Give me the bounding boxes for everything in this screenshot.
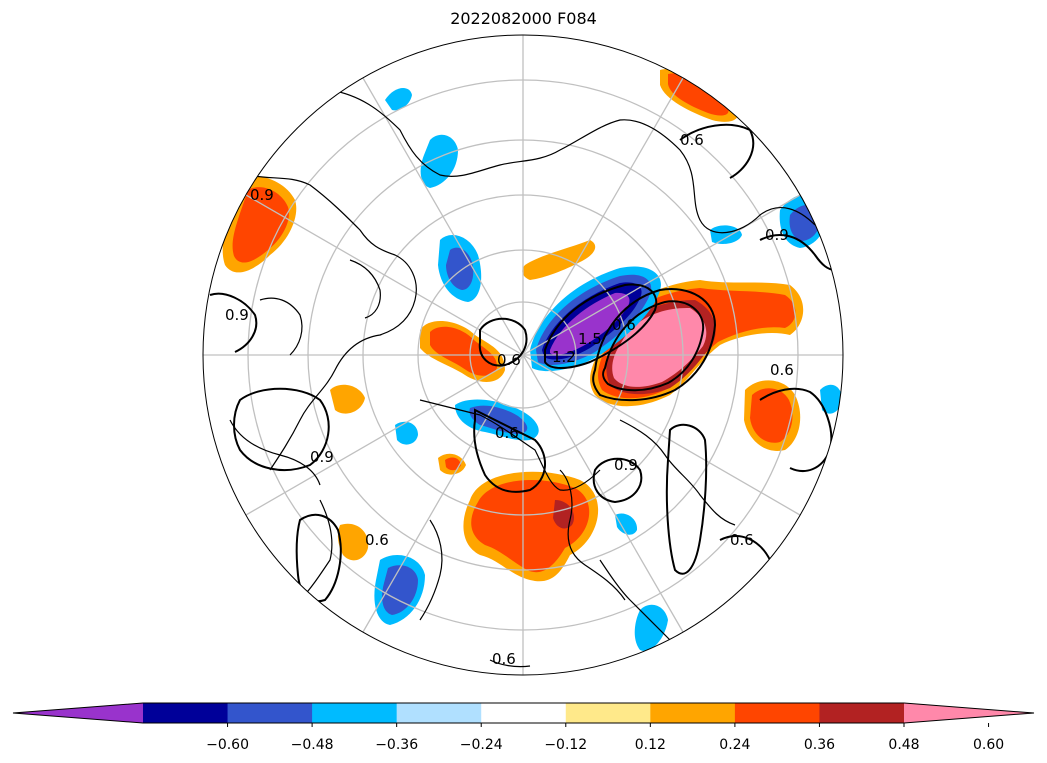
contour-label: 0.6 [680,131,704,149]
contour-label: 0.6 [365,531,389,549]
contour-label: 0.9 [614,456,638,474]
colorbar-tick-label: −0.12 [544,737,587,753]
contour-line [602,300,705,392]
contour-label: 0.6 [770,361,794,379]
contour-label: 1.5 [578,330,602,348]
map-disk: 0.6 0.6 0.9 0.6 0.9 1.5 1.2 0.9 0.6 0.6 … [203,35,843,675]
negative-anomaly-blob [395,421,418,445]
positive-anomaly-blob [445,457,461,471]
colorbar-tick-label: 0.24 [719,737,750,753]
contour-line [209,292,258,353]
contour-label: 0.9 [765,226,789,244]
contour-line [592,288,717,402]
colorbar-tick-label: −0.24 [460,737,503,753]
colorbar-tick-label: −0.36 [375,737,418,753]
positive-anomaly-blob [553,500,575,529]
positive-anomaly-blob [522,240,596,280]
positive-anomaly-blob [668,73,729,116]
positive-anomaly-blob [337,523,369,561]
contour-label: 0.9 [310,448,334,466]
negative-anomaly-blob [820,384,842,414]
contour-line [665,423,708,575]
contour-line [478,317,528,367]
contour-labels: 0.6 0.6 0.9 0.6 0.9 1.5 1.2 0.9 0.6 0.6 … [225,131,794,668]
positive-anomaly-blob [232,187,289,263]
negative-anomaly-blob [615,513,638,535]
colorbar-tick-label: 0.48 [888,737,919,753]
colorbar-extend-low [13,703,143,723]
contour-label: 0.9 [250,186,274,204]
colorbar-tick-label: 0.36 [804,737,835,753]
contour-line [592,457,643,504]
negative-anomaly-blob [634,604,668,651]
contour-label: 1.2 [552,348,576,366]
colorbar-swatch [143,703,229,723]
map-title: 2022082000 F084 [450,9,597,28]
colorbar-swatch [650,703,736,723]
negative-anomaly-blob [420,134,458,188]
contour-label: 0.6 [495,424,519,442]
colorbar-swatch [396,703,482,723]
negative-anomaly-blob [385,88,412,111]
positive-anomaly-blob [750,388,793,443]
contour-line [544,283,658,369]
negative-anomaly-blob [469,405,528,434]
colorbar-outline [12,702,1035,724]
contour-line [295,513,342,603]
negative-anomaly-blob [710,225,742,244]
positive-anomaly-blob [330,384,365,414]
graticule [203,35,843,675]
colorbar: −0.60 −0.48 −0.36 −0.24 −0.12 0.12 0.24 0.36 0.4… [12,702,1035,753]
colorbar-swatch [481,703,567,723]
contour-label: 0.6 [730,531,754,549]
colorbar-tick-label: 0.60 [973,737,1004,753]
contour-line [473,408,547,493]
contour-label: 0.6 [497,351,521,369]
colorbar-tick-label: 0.12 [635,737,666,753]
contour-line [233,387,330,471]
colorbar-swatch [227,703,313,723]
contour-label: 0.6 [612,316,636,334]
negative-anomaly-blob [550,292,630,355]
contour-line [759,234,836,271]
colorbar-swatch [819,703,905,723]
contour-label: 0.6 [492,650,516,668]
contour-label: 0.9 [225,306,249,324]
contour-line [759,387,833,472]
colorbar-extend-high [904,703,1034,723]
colorbar-tick-label: −0.48 [291,737,334,753]
colorbar-swatch [565,703,651,723]
positive-anomaly-blob [430,326,498,376]
negative-anomaly-blob [382,565,418,615]
colorbar-swatch [734,703,820,723]
colorbar-swatch [312,703,398,723]
map-boundary [202,34,844,676]
colorbar-tick-label: −0.60 [206,737,249,753]
